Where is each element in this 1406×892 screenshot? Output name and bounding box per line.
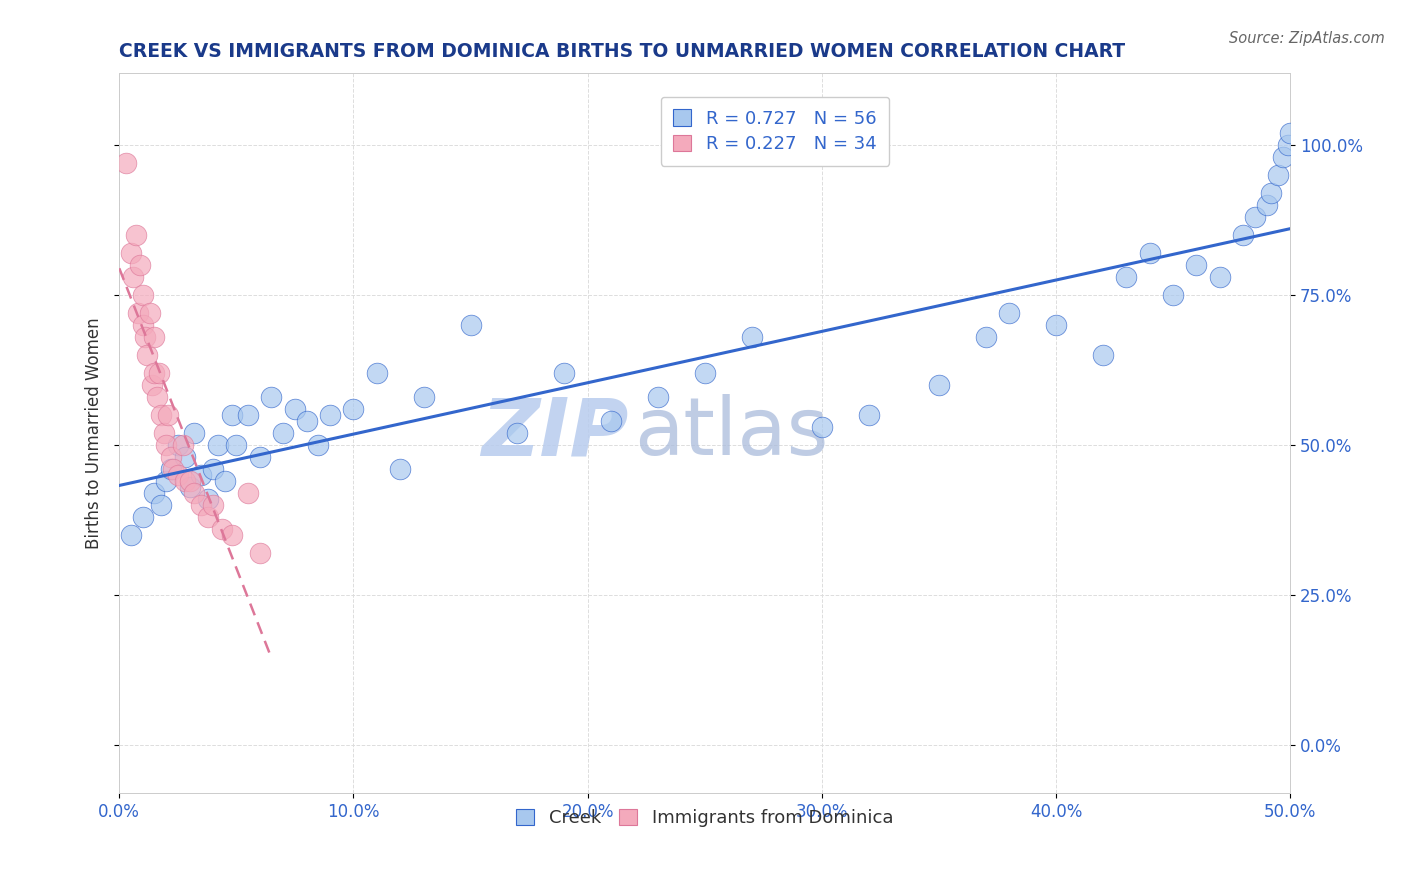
Point bbox=[162, 462, 184, 476]
Point bbox=[173, 450, 195, 465]
Point bbox=[183, 426, 205, 441]
Point bbox=[600, 414, 623, 428]
Point bbox=[131, 510, 153, 524]
Point bbox=[183, 486, 205, 500]
Point bbox=[211, 522, 233, 536]
Legend: Creek, Immigrants from Dominica: Creek, Immigrants from Dominica bbox=[509, 802, 900, 835]
Point bbox=[172, 438, 194, 452]
Point bbox=[1139, 246, 1161, 260]
Point bbox=[1185, 259, 1208, 273]
Point bbox=[1256, 198, 1278, 212]
Point bbox=[179, 475, 201, 489]
Point bbox=[1260, 186, 1282, 201]
Point bbox=[143, 330, 166, 344]
Point bbox=[122, 270, 145, 285]
Point bbox=[214, 475, 236, 489]
Point bbox=[115, 156, 138, 170]
Point bbox=[1272, 150, 1295, 164]
Point bbox=[693, 367, 716, 381]
Point bbox=[553, 367, 575, 381]
Point bbox=[145, 391, 167, 405]
Point bbox=[236, 409, 259, 423]
Point bbox=[1115, 270, 1137, 285]
Point bbox=[389, 462, 412, 476]
Point bbox=[928, 378, 950, 392]
Point bbox=[201, 462, 224, 476]
Point bbox=[159, 462, 181, 476]
Text: atlas: atlas bbox=[634, 394, 828, 473]
Point bbox=[127, 306, 149, 320]
Point bbox=[1045, 318, 1067, 333]
Point bbox=[1209, 270, 1232, 285]
Point bbox=[1232, 228, 1254, 243]
Point bbox=[201, 499, 224, 513]
Point bbox=[810, 420, 832, 434]
Point bbox=[284, 402, 307, 417]
Text: Source: ZipAtlas.com: Source: ZipAtlas.com bbox=[1229, 31, 1385, 46]
Text: CREEK VS IMMIGRANTS FROM DOMINICA BIRTHS TO UNMARRIED WOMEN CORRELATION CHART: CREEK VS IMMIGRANTS FROM DOMINICA BIRTHS… bbox=[120, 42, 1125, 61]
Point bbox=[150, 499, 173, 513]
Point bbox=[120, 528, 142, 542]
Y-axis label: Births to Unmarried Women: Births to Unmarried Women bbox=[86, 318, 103, 549]
Point bbox=[134, 330, 156, 344]
Point bbox=[136, 348, 159, 362]
Point bbox=[138, 306, 160, 320]
Point bbox=[197, 510, 219, 524]
Point bbox=[207, 438, 229, 452]
Point bbox=[221, 528, 243, 542]
Point bbox=[998, 306, 1021, 320]
Point bbox=[124, 228, 146, 243]
Point bbox=[173, 475, 195, 489]
Point bbox=[858, 409, 880, 423]
Point bbox=[150, 409, 173, 423]
Point bbox=[1161, 288, 1184, 302]
Point bbox=[143, 367, 166, 381]
Point bbox=[647, 391, 669, 405]
Point bbox=[342, 402, 364, 417]
Point bbox=[249, 450, 271, 465]
Point bbox=[141, 378, 163, 392]
Point bbox=[1279, 127, 1302, 141]
Point bbox=[366, 367, 388, 381]
Point bbox=[460, 318, 482, 333]
Point bbox=[155, 438, 177, 452]
Point bbox=[157, 409, 180, 423]
Point bbox=[221, 409, 243, 423]
Point bbox=[741, 330, 763, 344]
Point bbox=[166, 468, 188, 483]
Point bbox=[260, 391, 283, 405]
Point bbox=[131, 288, 153, 302]
Point bbox=[179, 480, 201, 494]
Point bbox=[319, 409, 342, 423]
Point bbox=[1267, 169, 1289, 183]
Point bbox=[120, 246, 142, 260]
Point bbox=[148, 367, 170, 381]
Point bbox=[155, 475, 177, 489]
Text: ZIP: ZIP bbox=[481, 394, 628, 473]
Point bbox=[1244, 211, 1267, 225]
Point bbox=[271, 426, 294, 441]
Point bbox=[249, 546, 271, 560]
Point bbox=[159, 450, 181, 465]
Point bbox=[131, 318, 153, 333]
Point bbox=[129, 259, 152, 273]
Point bbox=[236, 486, 259, 500]
Point bbox=[143, 486, 166, 500]
Point bbox=[1277, 138, 1299, 153]
Point bbox=[197, 492, 219, 507]
Point bbox=[295, 414, 318, 428]
Point bbox=[225, 438, 247, 452]
Point bbox=[166, 438, 188, 452]
Point bbox=[190, 468, 212, 483]
Point bbox=[1091, 348, 1114, 362]
Point bbox=[190, 499, 212, 513]
Point bbox=[307, 438, 329, 452]
Point bbox=[974, 330, 997, 344]
Point bbox=[412, 391, 434, 405]
Point bbox=[152, 426, 174, 441]
Point bbox=[506, 426, 529, 441]
